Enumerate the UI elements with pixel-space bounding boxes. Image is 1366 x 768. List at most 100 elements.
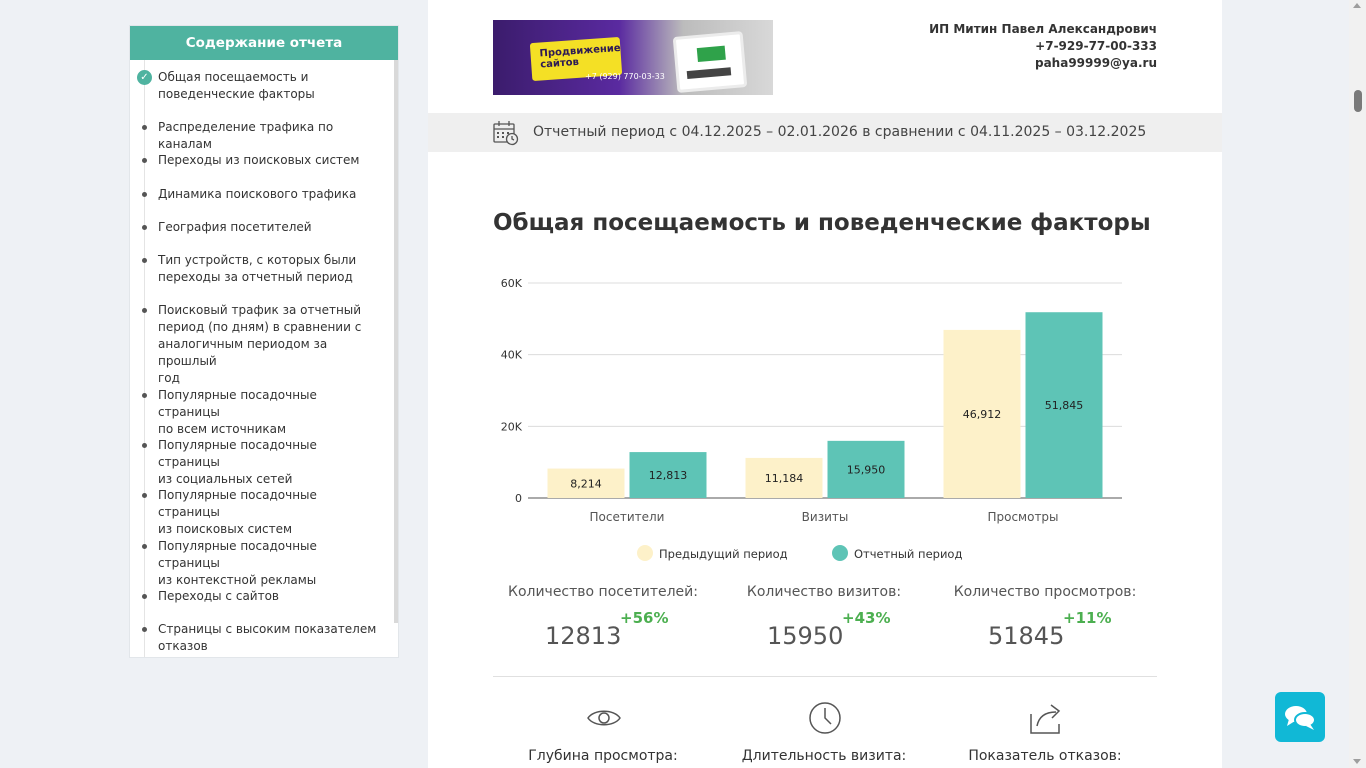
metric-value: 51845 bbox=[988, 622, 1065, 650]
promo-banner[interactable]: Продвижение сайтов +7 (929) 770-03-33 bbox=[493, 20, 773, 95]
toc-item-label: Переходы с сайтов bbox=[158, 589, 280, 603]
bar-value-label: 51,845 bbox=[1045, 399, 1084, 412]
y-tick-label: 20K bbox=[501, 420, 523, 433]
toc-scrollbar[interactable] bbox=[394, 60, 398, 623]
toc-item[interactable]: Популярные посадочные страницы по всем ис… bbox=[130, 387, 380, 438]
toc-item-label: Популярные посадочные страницы по всем ис… bbox=[158, 388, 317, 436]
x-tick-label: Посетители bbox=[590, 510, 665, 524]
bullet-icon bbox=[142, 443, 147, 448]
toc-item-label: География посетителей bbox=[158, 220, 312, 234]
report-contents-title: Содержание отчета bbox=[130, 26, 398, 60]
clock-icon bbox=[809, 702, 841, 734]
section-divider bbox=[493, 676, 1157, 677]
toc-item-label: Популярные посадочные страницы из контекс… bbox=[158, 539, 317, 587]
legend-swatch bbox=[832, 545, 848, 561]
toc-item[interactable]: Распределение трафика по каналам bbox=[130, 119, 380, 153]
metric-pageviews: Количество просмотров: 51845 +11% bbox=[953, 584, 1137, 650]
depth-label: Глубина просмотра: bbox=[528, 748, 678, 764]
traffic-bar-chart: 0 20K 40K 60K 8,214 12,813 Посетители 11,184 15,… bbox=[501, 277, 1122, 561]
bullet-icon bbox=[142, 493, 147, 498]
toc-item-label: Популярные посадочные страницы из поисков… bbox=[158, 488, 317, 536]
toc-item[interactable]: Переходы из поисковых систем bbox=[130, 152, 380, 169]
bar-value-label: 12,813 bbox=[649, 469, 688, 482]
toc-item[interactable]: Страницы с высоким показателем отказов bbox=[130, 621, 380, 655]
x-tick-label: Визиты bbox=[802, 510, 849, 524]
metric-change: +56% bbox=[620, 609, 669, 627]
y-tick-label: 0 bbox=[515, 492, 522, 505]
toc-item-label: Тип устройств, с которых были переходы за… bbox=[158, 253, 357, 284]
scroll-down-arrow[interactable] bbox=[1353, 759, 1361, 764]
bullet-icon bbox=[142, 158, 147, 163]
toc-item[interactable]: Популярные посадочные страницы из контекс… bbox=[130, 538, 380, 589]
bar-current bbox=[629, 452, 707, 498]
bullet-icon bbox=[142, 258, 147, 263]
report-period-text: Отчетный период с 04.12.2025 – 02.01.202… bbox=[533, 124, 1147, 140]
traffic-metrics: Количество посетителей: 12813 +56% Колич… bbox=[493, 584, 1157, 654]
bar-value-label: 11,184 bbox=[765, 472, 804, 485]
toc-item-label: Поисковый трафик за отчетный период (по д… bbox=[158, 303, 362, 385]
bar-current bbox=[1025, 312, 1103, 498]
toc-item-label: Общая посещаемость и поведенческие фактор… bbox=[158, 70, 315, 101]
owner-contacts: ИП Митин Павел Александрович +7-929-77-0… bbox=[929, 21, 1157, 72]
toc-item-label: Распределение трафика по каналам bbox=[158, 120, 334, 151]
toc-item[interactable]: Популярные посадочные страницы из социаль… bbox=[130, 437, 380, 488]
tablet-image bbox=[672, 31, 748, 93]
legend-label: Отчетный период bbox=[854, 547, 962, 561]
report-main: Продвижение сайтов +7 (929) 770-03-33 ИП… bbox=[428, 0, 1222, 768]
legend-label: Предыдущий период bbox=[659, 547, 788, 561]
bar-previous bbox=[745, 457, 823, 498]
duration-label: Длительность визита: bbox=[741, 748, 907, 764]
share-icon bbox=[1030, 704, 1061, 734]
owner-name: ИП Митин Павел Александрович bbox=[929, 22, 1157, 36]
toc-item[interactable]: Поисковый трафик за отчетный период (по д… bbox=[130, 302, 380, 387]
bar-value-label: 46,912 bbox=[963, 408, 1002, 421]
bullet-icon bbox=[142, 594, 147, 599]
calendar-icon bbox=[493, 121, 519, 146]
owner-phone: +7-929-77-00-333 bbox=[1035, 39, 1157, 53]
bullet-icon bbox=[142, 225, 147, 230]
bar-previous bbox=[547, 468, 625, 498]
toc-item-label: Популярные посадочные страницы из социаль… bbox=[158, 438, 317, 486]
toc-item-label: Переходы из поисковых систем bbox=[158, 153, 360, 167]
report-period-bar: Отчетный период с 04.12.2025 – 02.01.202… bbox=[428, 113, 1222, 152]
metric-value: 12813 bbox=[545, 622, 622, 650]
bullet-icon bbox=[142, 308, 147, 313]
chat-button[interactable] bbox=[1275, 692, 1325, 742]
toc-item-label: Страницы с высоким показателем отказов bbox=[158, 622, 377, 653]
legend-swatch bbox=[637, 545, 653, 561]
toc-item[interactable]: Тип устройств, с которых были переходы за… bbox=[130, 252, 380, 286]
toc-item[interactable]: ✓ Общая посещаемость и поведенческие факто… bbox=[130, 69, 380, 103]
check-icon: ✓ bbox=[137, 70, 152, 85]
bullet-icon bbox=[142, 393, 147, 398]
banner-phone: +7 (929) 770-03-33 bbox=[585, 72, 665, 81]
toc-item[interactable]: География посетителей bbox=[130, 219, 380, 236]
toc-item[interactable]: Популярные посадочные страницы из поисков… bbox=[130, 487, 380, 538]
toc-item-label: Динамика поискового трафика bbox=[158, 187, 357, 201]
toc-item[interactable]: Динамика поискового трафика bbox=[130, 186, 380, 203]
bullet-icon bbox=[142, 192, 147, 197]
scroll-up-arrow[interactable] bbox=[1353, 3, 1361, 8]
metric-change: +11% bbox=[1063, 609, 1112, 627]
x-tick-label: Просмотры bbox=[987, 510, 1058, 524]
owner-email: paha99999@ya.ru bbox=[1034, 56, 1157, 70]
toc-timeline bbox=[144, 60, 145, 657]
y-tick-label: 60K bbox=[501, 277, 523, 290]
section-title: Общая посещаемость и поведенческие факто… bbox=[493, 210, 1151, 236]
bar-value-label: 15,950 bbox=[847, 463, 886, 476]
bar-current bbox=[827, 440, 905, 498]
bounce-label: Показатель отказов: bbox=[968, 748, 1122, 764]
scrollbar-thumb[interactable] bbox=[1354, 90, 1362, 112]
metric-change: +43% bbox=[842, 609, 891, 627]
metric-visits: Количество визитов: 15950 +43% bbox=[746, 584, 902, 650]
metric-visitors: Количество посетителей: 12813 +56% bbox=[508, 584, 698, 650]
bullet-icon bbox=[142, 627, 147, 632]
metric-value: 15950 bbox=[767, 622, 844, 650]
bar-previous bbox=[943, 329, 1021, 498]
toc-item[interactable]: Переходы с сайтов bbox=[130, 588, 380, 605]
page-scrollbar[interactable] bbox=[1349, 0, 1366, 768]
bar-value-label: 8,214 bbox=[570, 477, 602, 490]
eye-icon bbox=[587, 710, 621, 726]
y-tick-label: 40K bbox=[501, 349, 523, 362]
bullet-icon bbox=[142, 544, 147, 549]
